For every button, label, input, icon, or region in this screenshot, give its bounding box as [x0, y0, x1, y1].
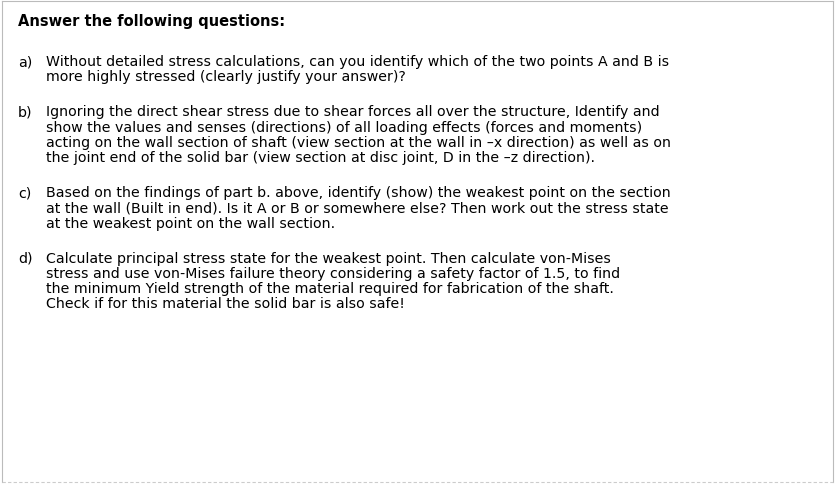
Text: b): b): [18, 105, 33, 119]
Text: Without detailed stress calculations, can you identify which of the two points A: Without detailed stress calculations, ca…: [46, 55, 669, 69]
Text: c): c): [18, 186, 31, 200]
Text: Ignoring the direct shear stress due to shear forces all over the structure, Ide: Ignoring the direct shear stress due to …: [46, 105, 660, 119]
Text: show the values and senses (directions) of all loading effects (forces and momen: show the values and senses (directions) …: [46, 121, 642, 135]
Text: more highly stressed (clearly justify your answer)?: more highly stressed (clearly justify yo…: [46, 70, 406, 84]
Text: stress and use von-Mises failure theory considering a safety factor of 1.5, to f: stress and use von-Mises failure theory …: [46, 267, 620, 280]
Text: the joint end of the solid bar (view section at disc joint, D in the –z directio: the joint end of the solid bar (view sec…: [46, 151, 595, 165]
Text: the minimum Yield strength of the material required for fabrication of the shaft: the minimum Yield strength of the materi…: [46, 282, 614, 296]
Text: Calculate principal stress state for the weakest point. Then calculate von-Mises: Calculate principal stress state for the…: [46, 251, 611, 265]
Text: Answer the following questions:: Answer the following questions:: [18, 14, 285, 29]
Text: at the wall (Built in end). Is it A or B or somewhere else? Then work out the st: at the wall (Built in end). Is it A or B…: [46, 201, 669, 215]
Text: a): a): [18, 55, 33, 69]
Text: at the weakest point on the wall section.: at the weakest point on the wall section…: [46, 216, 335, 230]
Text: Based on the findings of part b. above, identify (show) the weakest point on the: Based on the findings of part b. above, …: [46, 186, 671, 200]
Text: d): d): [18, 251, 33, 265]
Text: acting on the wall section of shaft (view section at the wall in –x direction) a: acting on the wall section of shaft (vie…: [46, 136, 671, 150]
Text: Check if for this material the solid bar is also safe!: Check if for this material the solid bar…: [46, 297, 405, 311]
